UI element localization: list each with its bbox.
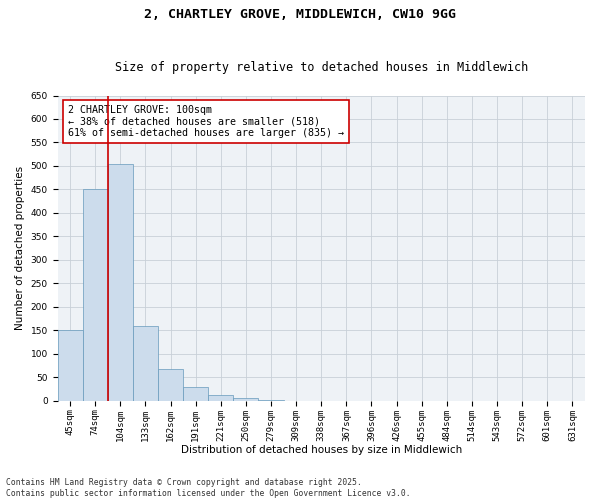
Text: Contains HM Land Registry data © Crown copyright and database right 2025.
Contai: Contains HM Land Registry data © Crown c… <box>6 478 410 498</box>
Title: Size of property relative to detached houses in Middlewich: Size of property relative to detached ho… <box>115 60 528 74</box>
Text: 2, CHARTLEY GROVE, MIDDLEWICH, CW10 9GG: 2, CHARTLEY GROVE, MIDDLEWICH, CW10 9GG <box>144 8 456 20</box>
X-axis label: Distribution of detached houses by size in Middlewich: Distribution of detached houses by size … <box>181 445 462 455</box>
Bar <box>183 387 208 401</box>
Bar <box>83 190 108 401</box>
Bar <box>233 398 259 401</box>
Bar <box>158 369 183 401</box>
Bar <box>208 396 233 401</box>
Bar <box>108 164 133 401</box>
Y-axis label: Number of detached properties: Number of detached properties <box>15 166 25 330</box>
Bar <box>58 330 83 401</box>
Bar <box>259 400 284 401</box>
Text: 2 CHARTLEY GROVE: 100sqm
← 38% of detached houses are smaller (518)
61% of semi-: 2 CHARTLEY GROVE: 100sqm ← 38% of detach… <box>68 104 344 138</box>
Bar <box>133 326 158 401</box>
